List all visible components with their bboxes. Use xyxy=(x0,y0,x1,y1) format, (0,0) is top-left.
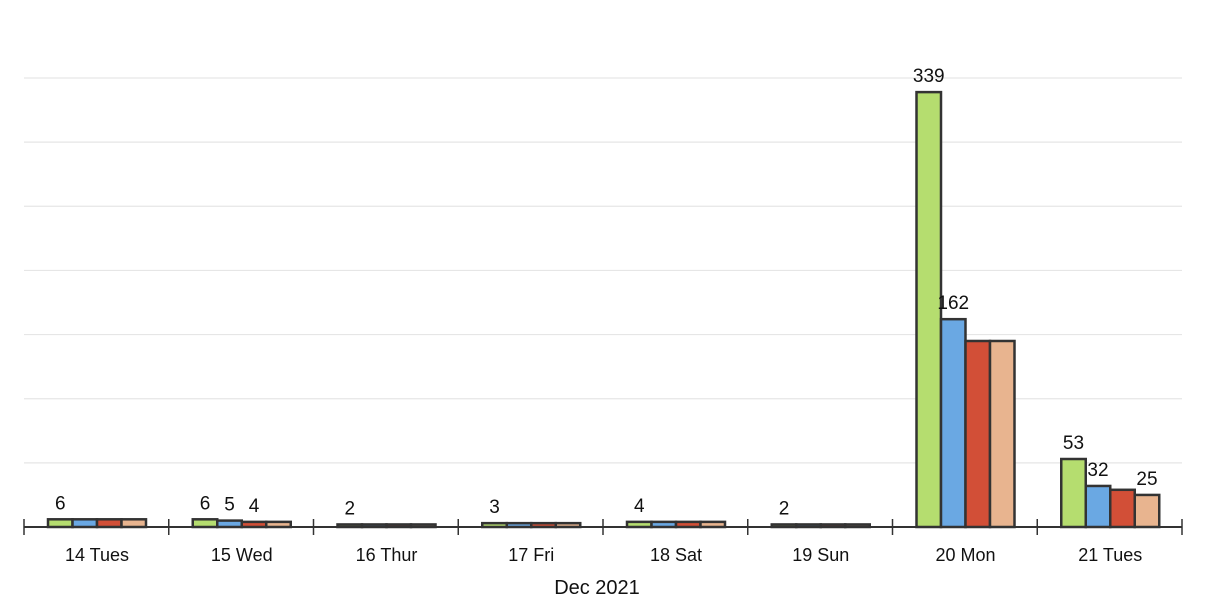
data-label: 4 xyxy=(634,496,645,517)
bar xyxy=(915,90,943,529)
bar xyxy=(988,339,1016,529)
data-label: 3 xyxy=(489,497,500,518)
x-tick-label: 15 Wed xyxy=(211,545,273,565)
data-label: 2 xyxy=(779,498,790,519)
bar xyxy=(1109,488,1136,529)
bar xyxy=(71,518,99,529)
x-axis-title: Dec 2021 xyxy=(554,577,640,599)
data-label: 25 xyxy=(1136,469,1157,490)
bar xyxy=(964,339,992,529)
data-label: 2 xyxy=(344,498,355,519)
x-tick-label: 14 Tues xyxy=(65,545,129,565)
x-tick-label: 18 Sat xyxy=(650,545,702,565)
bar xyxy=(1133,493,1161,529)
x-tick-label: 21 Tues xyxy=(1078,545,1142,565)
x-tick-label: 19 Sun xyxy=(792,545,849,565)
bar xyxy=(1060,457,1087,529)
data-label: 6 xyxy=(200,493,211,514)
data-label: 4 xyxy=(249,496,260,517)
bar xyxy=(1084,484,1112,529)
bars xyxy=(46,90,1161,529)
data-label: 32 xyxy=(1087,460,1108,481)
data-label: 5 xyxy=(224,495,235,516)
x-tick-label: 16 Thur xyxy=(356,545,418,565)
x-tick-label: 20 Mon xyxy=(935,545,995,565)
bar xyxy=(191,518,219,529)
bar xyxy=(939,317,967,529)
data-label: 6 xyxy=(55,493,66,514)
bar xyxy=(46,518,74,529)
data-label: 53 xyxy=(1063,433,1084,454)
bar xyxy=(120,518,148,529)
bar xyxy=(95,518,123,529)
gridlines xyxy=(24,77,1182,464)
x-axis: 14 Tues 15 Wed 16 Thur 17 Fri 18 Sat 19 Sun 20… xyxy=(23,519,1183,565)
x-tick-label: 17 Fri xyxy=(508,545,554,565)
data-label: 162 xyxy=(937,293,969,314)
data-label: 339 xyxy=(913,66,945,87)
